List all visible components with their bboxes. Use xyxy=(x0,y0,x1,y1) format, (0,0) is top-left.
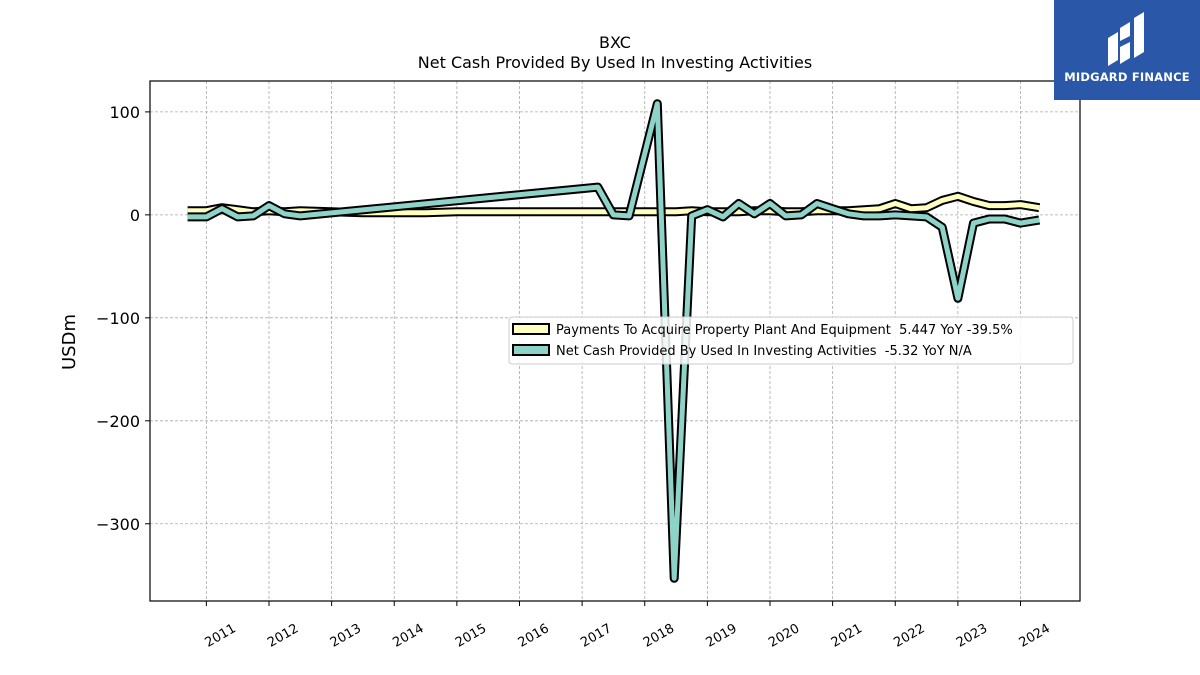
y-tick-label: −200 xyxy=(96,412,140,431)
x-tick-label: 2023 xyxy=(954,621,990,651)
x-tick-label: 2020 xyxy=(766,621,802,651)
legend-label-1: Net Cash Provided By Used In Investing A… xyxy=(556,344,972,359)
x-tick-label: 2018 xyxy=(641,621,677,651)
chart-title: BXC xyxy=(599,33,631,52)
legend-box xyxy=(508,316,1074,365)
x-tick-label: 2011 xyxy=(203,621,239,651)
y-tick-label: 100 xyxy=(109,103,140,122)
legend: Payments To Acquire Property Plant And E… xyxy=(508,316,1074,365)
legend-swatch-1 xyxy=(512,344,550,356)
x-tick-label: 2013 xyxy=(328,621,364,651)
y-tick-label: −300 xyxy=(96,515,140,534)
x-tick-label: 2019 xyxy=(704,621,740,651)
x-tick-label: 2015 xyxy=(453,621,489,651)
x-tick-label: 2024 xyxy=(1017,621,1053,651)
legend-label-0: Payments To Acquire Property Plant And E… xyxy=(556,323,1013,338)
series-lines xyxy=(187,99,1041,583)
x-axis-ticks: 2011 2012 2013 2014 2015 2016 2017 2018 2019 2020… xyxy=(203,601,1053,651)
chart-subtitle: Net Cash Provided By Used In Investing A… xyxy=(418,53,812,72)
x-tick-label: 2014 xyxy=(390,621,426,651)
y-tick-label: −100 xyxy=(96,309,140,328)
plot-frame xyxy=(149,80,1081,602)
legend-swatch-0 xyxy=(512,323,550,335)
midgard-logo-icon xyxy=(1108,12,1144,66)
x-tick-label: 2012 xyxy=(265,621,301,651)
x-tick-label: 2017 xyxy=(578,621,614,651)
x-tick-label: 2022 xyxy=(891,621,927,651)
logo-text: MIDGARD FINANCE xyxy=(1064,70,1190,84)
x-tick-label: 2016 xyxy=(516,621,552,651)
x-tick-label: 2021 xyxy=(829,621,865,651)
y-axis-ticks: 100 0 −100 −200 −300 xyxy=(96,103,150,534)
y-tick-label: 0 xyxy=(130,206,140,225)
series-line-1 xyxy=(187,101,1040,581)
y-axis-label: USDm xyxy=(59,314,80,370)
midgard-finance-logo: MIDGARD FINANCE xyxy=(1054,0,1200,100)
